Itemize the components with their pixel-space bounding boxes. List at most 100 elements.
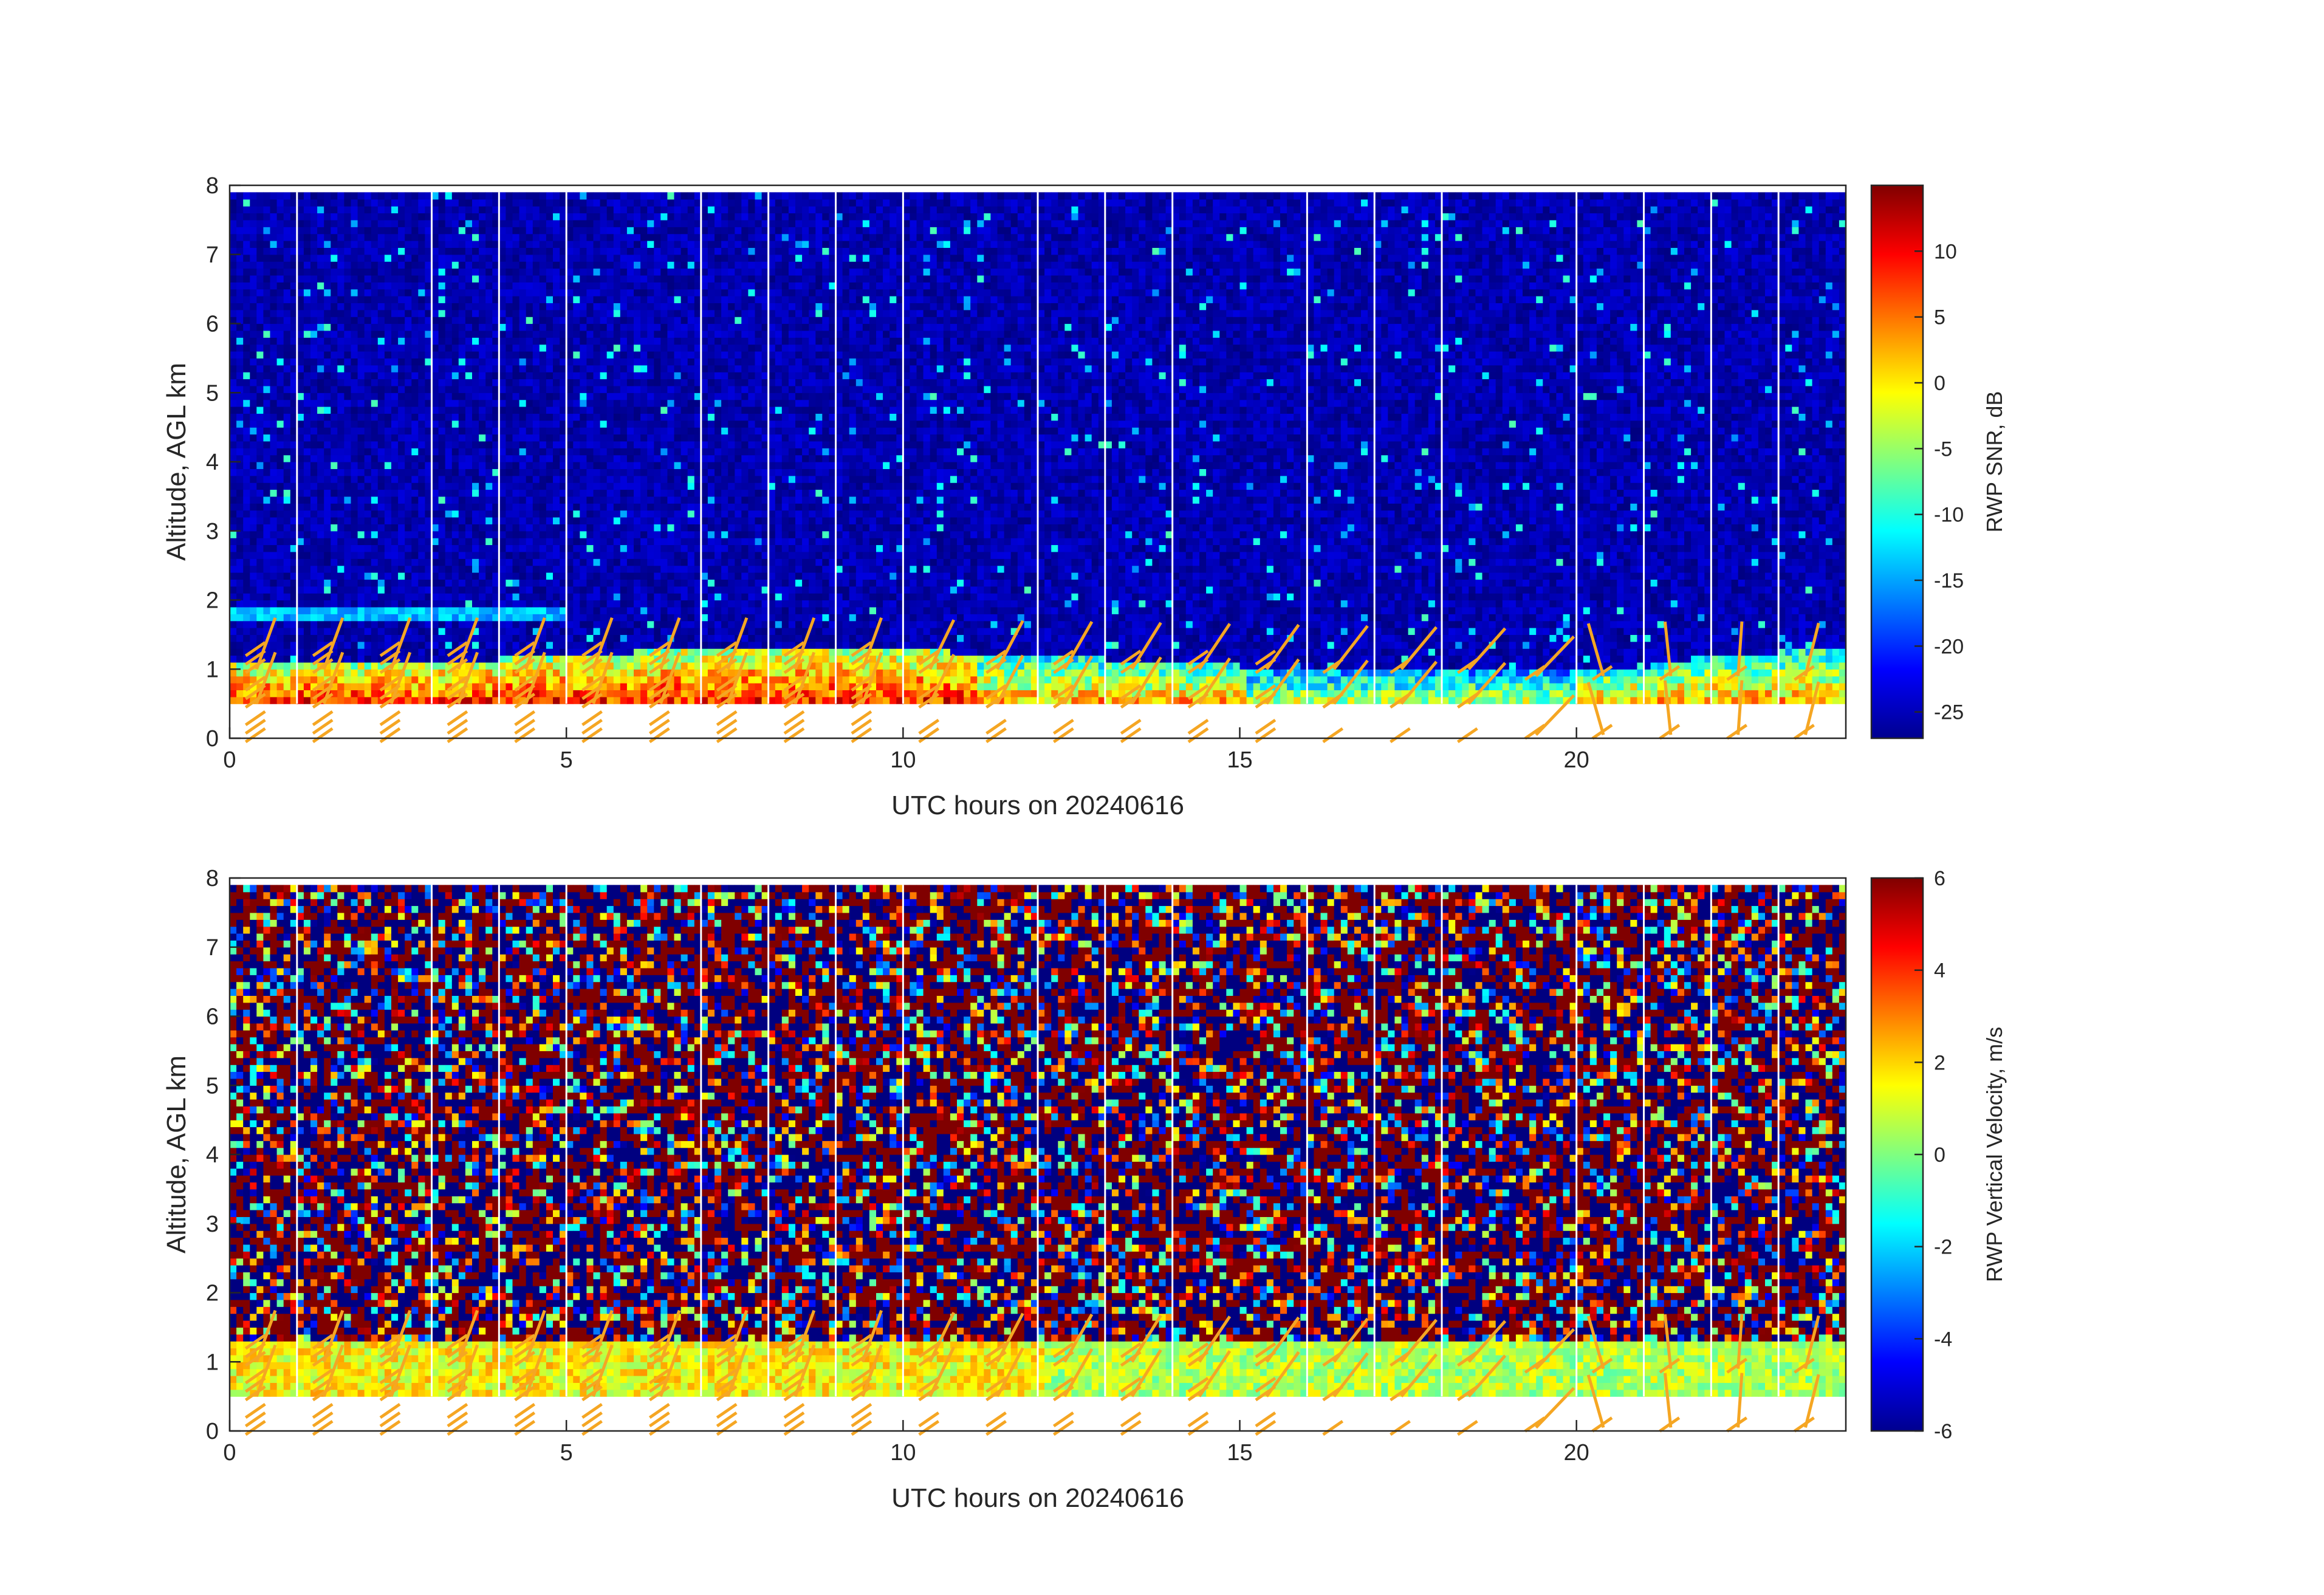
- heatmap-cell: [337, 372, 344, 379]
- heatmap-cell: [432, 510, 439, 518]
- heatmap-cell: [337, 289, 344, 297]
- heatmap-cell: [358, 337, 365, 345]
- heatmap-cell: [297, 510, 304, 518]
- heatmap-cell: [385, 531, 392, 538]
- heatmap-cell: [533, 379, 540, 386]
- heatmap-cell: [378, 317, 385, 324]
- heatmap-cell: [297, 579, 304, 586]
- heatmap-cell: [472, 434, 479, 442]
- heatmap-cell: [485, 365, 493, 372]
- heatmap-cell: [230, 690, 237, 697]
- heatmap-cell: [499, 455, 506, 462]
- heatmap-cell: [485, 607, 493, 614]
- heatmap-cell: [452, 386, 459, 393]
- heatmap-cell: [256, 669, 264, 676]
- heatmap-cell: [411, 503, 419, 510]
- heatmap-cell: [445, 379, 453, 386]
- heatmap-cell: [459, 517, 466, 524]
- heatmap-cell: [499, 227, 506, 234]
- heatmap-cell: [472, 317, 479, 324]
- heatmap-cell: [472, 586, 479, 594]
- heatmap-cell: [499, 247, 506, 255]
- heatmap-cell: [526, 206, 533, 213]
- heatmap-cell: [439, 593, 446, 600]
- heatmap-cell: [378, 365, 385, 372]
- heatmap-cell: [256, 538, 264, 545]
- heatmap-cell: [465, 572, 473, 580]
- heatmap-cell: [439, 558, 446, 566]
- heatmap-cell: [533, 275, 540, 283]
- heatmap-cell: [243, 614, 250, 621]
- heatmap-cell: [365, 358, 372, 365]
- heatmap-cell: [256, 234, 264, 241]
- heatmap-cell: [405, 524, 412, 531]
- heatmap-cell: [479, 206, 486, 213]
- heatmap-cell: [526, 579, 533, 586]
- heatmap-cell: [331, 324, 338, 331]
- heatmap-cell: [365, 462, 372, 469]
- heatmap-cell: [263, 517, 270, 524]
- heatmap-cell: [250, 462, 257, 469]
- heatmap-cell: [432, 642, 439, 649]
- heatmap-cell: [465, 296, 473, 303]
- heatmap-cell: [439, 261, 446, 269]
- heatmap-cell: [506, 607, 513, 614]
- heatmap-cell: [439, 247, 446, 255]
- heatmap-cell: [284, 310, 291, 317]
- heatmap-cell: [317, 227, 324, 234]
- heatmap-cell: [317, 476, 324, 483]
- heatmap-cell: [304, 269, 311, 276]
- heatmap-cell: [533, 441, 540, 448]
- heatmap-cell: [479, 289, 486, 297]
- heatmap-cell: [398, 192, 405, 199]
- heatmap-cell: [250, 255, 257, 262]
- heatmap-cell: [405, 558, 412, 566]
- heatmap-cell: [506, 303, 513, 310]
- heatmap-cell: [499, 600, 506, 608]
- heatmap-cell: [256, 427, 264, 434]
- heatmap-cell: [365, 227, 372, 234]
- heatmap-cell: [526, 614, 533, 621]
- heatmap-cell: [270, 234, 278, 241]
- heatmap-cell: [284, 241, 291, 248]
- heatmap-cell: [297, 496, 304, 504]
- heatmap-cell: [439, 199, 446, 207]
- heatmap-cell: [263, 579, 270, 586]
- heatmap-cell: [499, 372, 506, 379]
- heatmap-cell: [304, 586, 311, 594]
- heatmap-cell: [317, 545, 324, 552]
- heatmap-cell: [270, 345, 278, 352]
- heatmap-cell: [418, 282, 425, 289]
- heatmap-cell: [459, 365, 466, 372]
- heatmap-cell: [230, 552, 237, 559]
- heatmap-cell: [310, 545, 318, 552]
- heatmap-cell: [445, 199, 453, 207]
- heatmap-cell: [385, 351, 392, 358]
- heatmap-cell: [236, 275, 244, 283]
- heatmap-cell: [452, 441, 459, 448]
- heatmap-cell: [250, 317, 257, 324]
- heatmap-cell: [526, 234, 533, 241]
- heatmap-cell: [317, 324, 324, 331]
- heatmap-cell: [385, 275, 392, 283]
- heatmap-cell: [411, 669, 419, 676]
- heatmap-cell: [459, 206, 466, 213]
- heatmap-cell: [236, 282, 244, 289]
- heatmap-cell: [485, 206, 493, 213]
- heatmap-cell: [519, 372, 527, 379]
- heatmap-cell: [344, 593, 351, 600]
- heatmap-cell: [546, 676, 554, 684]
- heatmap-cell: [533, 413, 540, 420]
- heatmap-cell: [331, 531, 338, 538]
- heatmap-cell: [411, 642, 419, 649]
- heatmap-cell: [371, 503, 379, 510]
- heatmap-cell: [331, 566, 338, 573]
- heatmap-cell: [452, 566, 459, 573]
- heatmap-cell: [513, 586, 520, 594]
- heatmap-cell: [304, 289, 311, 297]
- heatmap-cell: [499, 648, 506, 656]
- heatmap-cell: [533, 400, 540, 407]
- heatmap-cell: [411, 351, 419, 358]
- heatmap-cell: [310, 448, 318, 455]
